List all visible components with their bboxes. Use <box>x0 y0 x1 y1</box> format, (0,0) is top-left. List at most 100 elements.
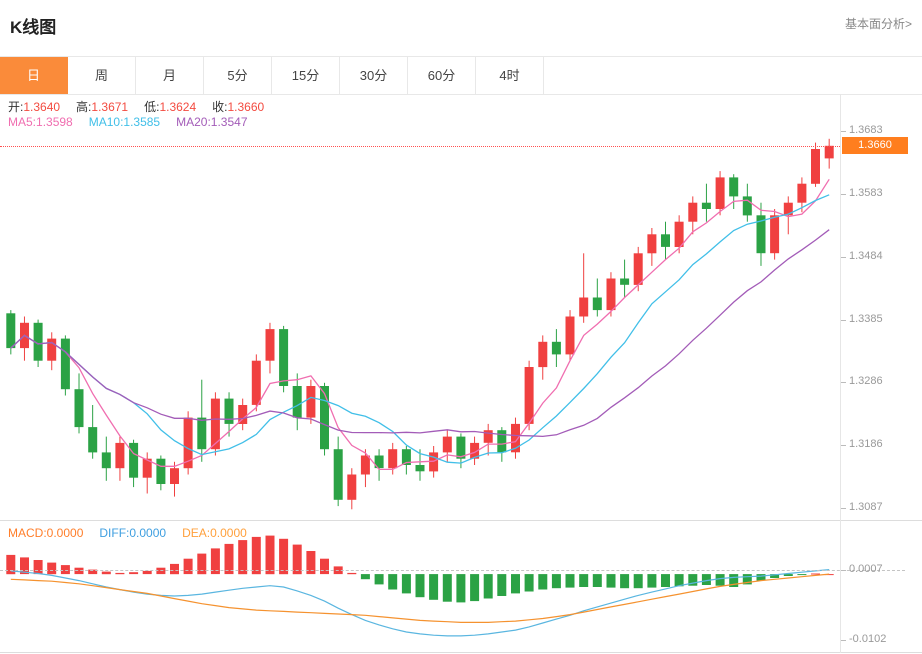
ma20-value: MA20:1.3547 <box>176 115 248 129</box>
candle <box>142 458 152 478</box>
candle <box>6 313 16 349</box>
macd-bar <box>606 574 616 588</box>
macd-bar <box>797 574 807 576</box>
candle <box>360 455 370 475</box>
candle <box>197 417 207 450</box>
high-value: 高:1.3671 <box>76 99 129 114</box>
fundamental-analysis-link[interactable]: 基本面分析> <box>844 17 912 31</box>
macd-bar <box>647 574 657 588</box>
macd-bar <box>6 554 16 575</box>
macd-bar <box>497 574 507 596</box>
ma10-value: MA10:1.3585 <box>88 115 161 129</box>
tab-day[interactable]: 日 <box>0 57 68 94</box>
tab-4hour[interactable]: 4时 <box>476 57 544 94</box>
macd-bar <box>101 571 111 575</box>
macd-bar <box>456 574 466 603</box>
macd-bar <box>183 558 193 575</box>
macd-bar <box>306 551 316 575</box>
candle <box>170 468 179 484</box>
macd-bar <box>701 574 711 585</box>
dea-value: DEA:0.0000 <box>182 526 247 540</box>
candle <box>224 398 234 424</box>
candle <box>442 436 452 453</box>
macd-value: MACD:0.0000 <box>8 526 84 540</box>
candle <box>347 474 357 500</box>
tab-5min[interactable]: 5分 <box>204 57 272 94</box>
candle <box>715 177 725 209</box>
price-axis-label: 1.3286 <box>841 375 883 387</box>
timeframe-tabs: 日周月 5分 15分 30分 60分 4时 <box>0 56 922 95</box>
macd-bar <box>429 574 439 600</box>
macd-bar <box>551 574 561 589</box>
macd-chart <box>6 535 834 637</box>
candle <box>401 449 411 465</box>
macd-bar <box>347 572 357 575</box>
widget-header: K线图 基本面分析> <box>0 0 922 56</box>
candle <box>238 405 248 424</box>
candle <box>129 442 139 478</box>
ma5-value: MA5:1.3598 <box>8 115 73 129</box>
candle <box>115 442 125 469</box>
tab-30min[interactable]: 30分 <box>340 57 408 94</box>
tab-15min[interactable]: 15分 <box>272 57 340 94</box>
macd-bar <box>47 562 57 575</box>
macd-bar <box>224 543 234 575</box>
macd-bar <box>20 557 29 575</box>
macd-axis-label: 0.0007 <box>841 563 883 575</box>
candle <box>701 202 711 209</box>
candle <box>688 202 698 222</box>
candle <box>33 322 43 361</box>
candle <box>429 452 439 472</box>
tab-60min[interactable]: 60分 <box>408 57 476 94</box>
candle <box>456 436 466 459</box>
macd-bar <box>265 535 275 575</box>
macd-bar <box>320 558 329 575</box>
candle <box>551 341 561 355</box>
close-value: 收:1.3660 <box>212 99 265 114</box>
price-axis-label: 1.3186 <box>841 438 883 450</box>
candle <box>797 183 807 203</box>
macd-bar <box>565 574 575 588</box>
candle <box>674 221 684 247</box>
candle <box>279 329 289 386</box>
macd-bar <box>715 574 725 586</box>
candle <box>579 297 589 317</box>
price-axis-label: 1.3583 <box>841 187 883 199</box>
ma-line-ma10 <box>10 194 830 464</box>
macd-bar <box>770 574 780 578</box>
candlestick-chart <box>6 138 834 510</box>
macd-bar <box>483 574 493 599</box>
macd-axis-label: -0.0102 <box>840 633 887 645</box>
candle <box>388 449 398 469</box>
macd-info-row: MACD:0.0000 DIFF:0.0000 DEA:0.0000 <box>8 526 247 540</box>
tab-month[interactable]: 月 <box>136 57 204 94</box>
candle <box>47 338 57 361</box>
macd-panel[interactable]: MACD:0.0000 DIFF:0.0000 DEA:0.0000 0.0007 -… <box>0 520 922 653</box>
macd-bar <box>374 574 384 585</box>
current-price-badge: 1.3660 <box>842 137 908 154</box>
ma-info-row: MA5:1.3598 MA10:1.3585 MA20:1.3547 <box>8 114 922 130</box>
macd-bar <box>811 573 820 575</box>
main-chart[interactable]: 1.3683 1.3583 1.3484 1.3385 1.3286 1.3186 1.30… <box>0 124 922 520</box>
macd-bar <box>633 574 643 589</box>
price-axis-label: 1.3087 <box>841 501 883 513</box>
macd-bar <box>292 544 302 575</box>
candle <box>565 316 575 355</box>
ma-line-ma5 <box>10 178 830 471</box>
candle <box>306 386 316 418</box>
tab-week[interactable]: 周 <box>68 57 136 94</box>
candle <box>524 367 534 424</box>
macd-bar <box>197 553 207 575</box>
candle <box>101 452 111 469</box>
open-value: 开:1.3640 <box>8 99 61 114</box>
ohlc-info-row: 开:1.3640 高:1.3671 低:1.3624 收:1.3660 <box>8 98 922 114</box>
candle <box>783 202 793 216</box>
macd-bar <box>115 572 125 575</box>
macd-bar <box>60 565 70 575</box>
candle <box>265 329 275 361</box>
candle <box>729 177 739 197</box>
candle <box>538 341 548 368</box>
macd-bar <box>210 548 220 575</box>
macd-bar <box>783 574 793 576</box>
